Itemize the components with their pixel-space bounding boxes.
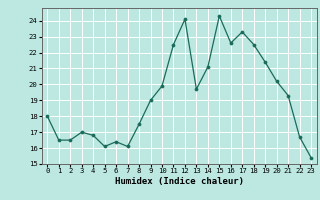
X-axis label: Humidex (Indice chaleur): Humidex (Indice chaleur) [115,177,244,186]
